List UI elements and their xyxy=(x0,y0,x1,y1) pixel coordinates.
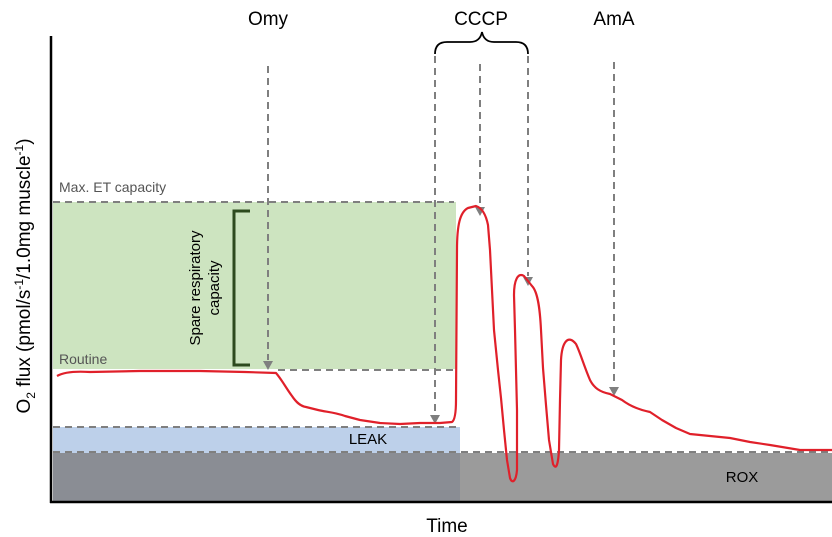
y-axis-o: O xyxy=(14,399,35,414)
y-axis-sup2: -1 xyxy=(12,144,26,155)
y-axis-label: O2 flux (pmol/s-1/1.0mg muscle-1) xyxy=(12,138,38,413)
omy-arrow-head xyxy=(263,361,273,370)
y-axis-mid: /1.0mg muscle xyxy=(14,155,35,279)
cccp-arrow1-head xyxy=(430,415,440,424)
rox-region-left xyxy=(53,453,460,501)
y-axis-sup1: -1 xyxy=(12,279,26,290)
injection-arrows xyxy=(267,56,615,414)
ama-arrow-head xyxy=(609,387,619,396)
leak-label: LEAK xyxy=(349,431,387,448)
rox-label: ROX xyxy=(726,469,759,486)
spare-capacity-line2: capacity xyxy=(206,260,223,316)
leak-region xyxy=(53,427,460,453)
y-axis-sub2: 2 xyxy=(24,392,38,399)
cccp-label: CCCP xyxy=(454,9,508,30)
oxygen-flux-trace xyxy=(56,204,832,483)
rox-region-right xyxy=(460,453,832,501)
svg-text:O2 flux (pmol/s-1/1.0mg muscle: O2 flux (pmol/s-1/1.0mg muscle-1) xyxy=(12,138,38,413)
x-axis-label: Time xyxy=(426,516,468,537)
routine-label: Routine xyxy=(59,351,107,367)
omy-label: Omy xyxy=(248,9,289,30)
spare-capacity-line1: Spare respiratory xyxy=(187,230,204,346)
y-axis-end: ) xyxy=(14,138,35,144)
spare-capacity-label: Spare respiratory capacity xyxy=(187,230,223,346)
spare-capacity-bracket xyxy=(232,209,250,367)
max-et-label: Max. ET capacity xyxy=(59,179,166,195)
spare-capacity-region xyxy=(53,202,456,369)
ama-label: AmA xyxy=(593,9,635,30)
cccp-bracket xyxy=(434,31,529,55)
reference-lines xyxy=(53,201,832,453)
y-axis-flux: flux (pmol/s xyxy=(14,290,35,392)
